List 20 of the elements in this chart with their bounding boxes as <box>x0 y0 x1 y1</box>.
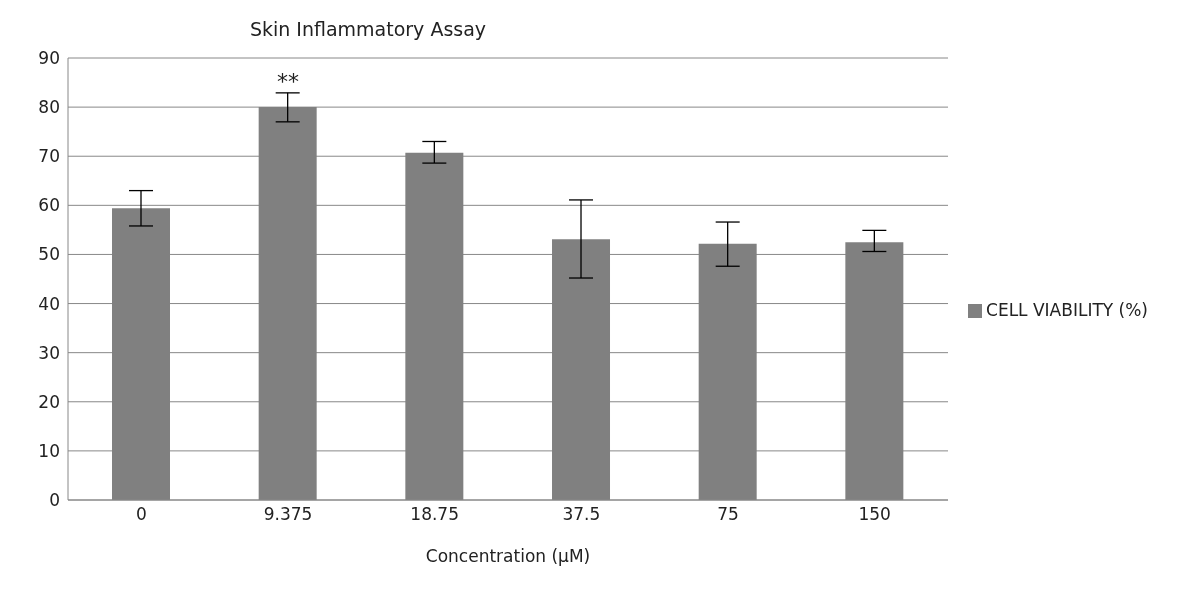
y-tick-label: 40 <box>38 293 60 314</box>
x-tick-label: 37.5 <box>562 504 601 525</box>
x-tick-label: 18.75 <box>410 504 460 525</box>
x-tick-label: 150 <box>858 504 891 525</box>
y-tick-label: 60 <box>38 195 60 216</box>
y-tick-label: 90 <box>38 48 60 69</box>
x-tick-label: 0 <box>135 504 147 525</box>
y-tick-label: 30 <box>38 342 60 363</box>
x-tick-label: 75 <box>717 504 739 525</box>
annotation: ** <box>277 68 299 94</box>
y-tick-label: 0 <box>49 490 60 511</box>
y-tick-label: 70 <box>38 146 60 167</box>
chart-title: Skin Inflammatory Assay <box>248 17 488 40</box>
y-tick-label: 20 <box>38 391 60 412</box>
y-tick-label: 10 <box>38 440 60 461</box>
legend-label: CELL VIABILITY (%) <box>986 300 1148 320</box>
y-tick-label: 80 <box>38 97 60 118</box>
x-axis-title: Concentration (µM) <box>425 546 591 566</box>
y-tick-label: 50 <box>38 244 60 265</box>
x-tick-label: 9.375 <box>263 504 313 525</box>
